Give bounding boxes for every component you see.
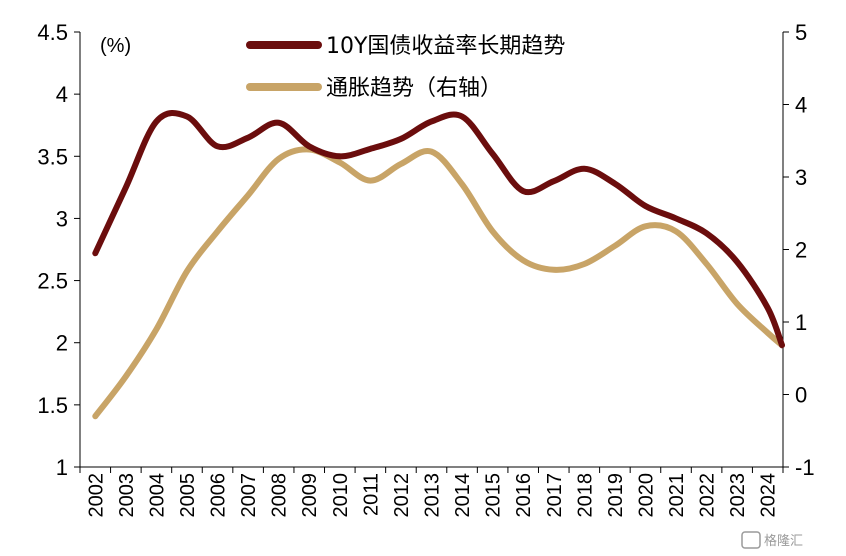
x-tick-label: 2021 bbox=[666, 473, 688, 518]
right-y-tick-label: 5 bbox=[795, 20, 807, 45]
x-tick-label: 2013 bbox=[422, 473, 444, 518]
legend-entry: 10Y国债收益率长期趋势 bbox=[326, 34, 565, 59]
x-tick-label: 2012 bbox=[391, 473, 413, 518]
legend-entry: 通胀趋势（右轴） bbox=[326, 76, 502, 101]
x-tick-label: 2022 bbox=[697, 473, 719, 518]
left-y-tick-label: 1 bbox=[56, 455, 68, 480]
left-y-tick-label: 2.5 bbox=[37, 269, 68, 294]
left-y-tick-label: 3 bbox=[56, 206, 68, 231]
right-y-tick-label: 3 bbox=[795, 165, 807, 190]
x-tick-label: 2019 bbox=[605, 473, 627, 518]
series-lines bbox=[92, 110, 785, 420]
x-tick-label: 2009 bbox=[299, 473, 321, 518]
x-tick-label: 2011 bbox=[360, 473, 382, 516]
watermark-text: 格隆汇 bbox=[764, 533, 803, 549]
axes bbox=[74, 31, 789, 473]
x-tick-label: 2024 bbox=[758, 473, 780, 518]
unit-label: (%) bbox=[100, 35, 131, 57]
x-tick-label: 2004 bbox=[146, 473, 168, 518]
x-tick-label: 2008 bbox=[269, 473, 291, 518]
x-tick-label: 2003 bbox=[116, 473, 138, 518]
x-tick-label: 2014 bbox=[452, 473, 474, 518]
left-y-tick-label: 4.5 bbox=[37, 20, 68, 45]
x-tick-label: 2005 bbox=[177, 473, 199, 518]
left-y-tick-label: 3.5 bbox=[37, 144, 68, 169]
x-tick-label: 2018 bbox=[574, 473, 596, 518]
watermark-logo-icon bbox=[741, 531, 761, 549]
right-y-tick-label: 1 bbox=[795, 310, 807, 335]
right-y-tick-label: -1 bbox=[795, 455, 815, 480]
left-y-tick-labels: 1 1.5 2 2.5 3 3.5 4 4.5 bbox=[37, 20, 68, 480]
right-y-tick-labels: -1 0 1 2 3 4 5 bbox=[795, 20, 815, 480]
right-y-tick-label: 4 bbox=[795, 93, 807, 118]
left-y-tick-label: 2 bbox=[56, 331, 68, 356]
left-y-tick-label: 4 bbox=[56, 82, 68, 107]
x-tick-label: 2017 bbox=[544, 473, 566, 518]
x-tick-label: 2007 bbox=[238, 473, 260, 518]
right-y-tick-label: 0 bbox=[795, 383, 807, 408]
x-tick-label: 2002 bbox=[85, 473, 107, 518]
x-tick-labels: 2002 2003 2004 2005 2006 2007 2008 2009 2010 2011… bbox=[85, 473, 779, 518]
series-line-yield bbox=[92, 110, 785, 349]
x-tick-label: 2006 bbox=[208, 473, 230, 518]
right-y-tick-label: 2 bbox=[795, 238, 807, 263]
series-line-inflation bbox=[92, 146, 785, 420]
x-tick-label: 2016 bbox=[513, 473, 535, 518]
x-tick-label: 2023 bbox=[727, 473, 749, 518]
x-tick-label: 2015 bbox=[483, 473, 505, 518]
x-tick-label: 2010 bbox=[330, 473, 352, 518]
watermark: 格隆汇 bbox=[741, 531, 803, 549]
x-tick-label: 2020 bbox=[635, 473, 657, 518]
left-y-tick-label: 1.5 bbox=[37, 393, 68, 418]
